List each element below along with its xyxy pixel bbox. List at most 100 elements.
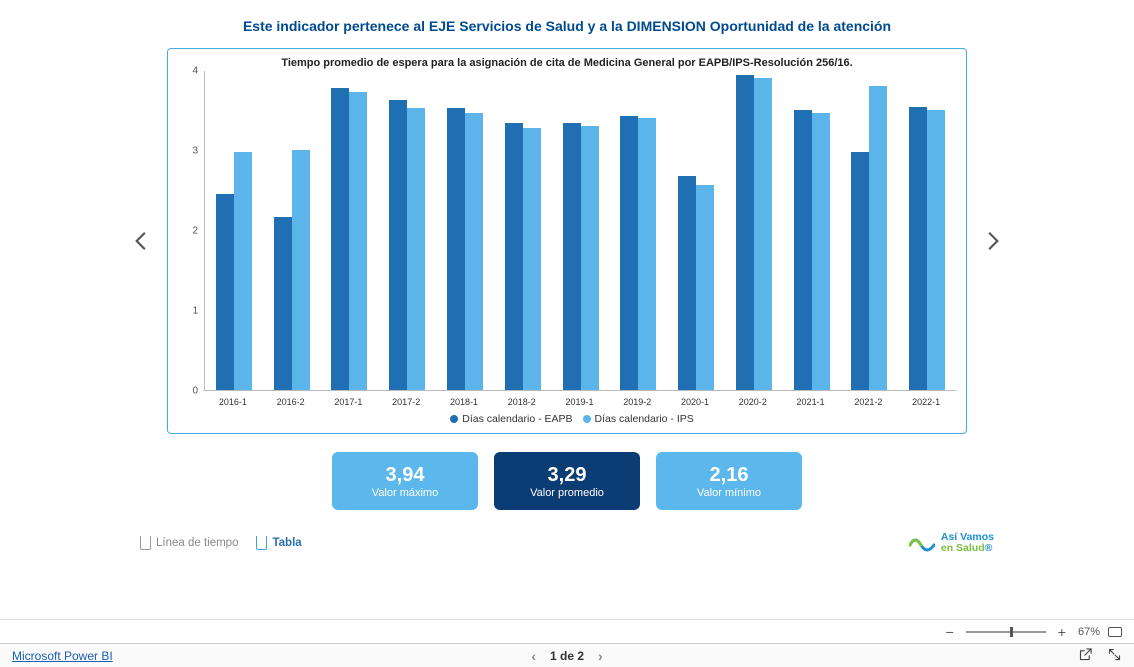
- bar[interactable]: [216, 194, 234, 390]
- x-label: 2021-2: [854, 397, 882, 407]
- legend-dot: [583, 415, 591, 423]
- bar-group: [678, 176, 714, 390]
- prev-arrow[interactable]: [127, 227, 155, 255]
- kpi-min-label: Valor mínimo: [697, 487, 761, 499]
- bookmark-icon: [256, 536, 267, 550]
- x-axis-labels: 2016-1 2016-2 2017-1 2017-2 2018-1 2018-2 2019…: [204, 391, 956, 409]
- bar[interactable]: [754, 78, 772, 390]
- x-label: 2020-1: [681, 397, 709, 407]
- bar[interactable]: [794, 110, 812, 390]
- bar-group: [331, 88, 367, 390]
- y-tick: 0: [192, 386, 198, 397]
- bar[interactable]: [465, 113, 483, 390]
- bar[interactable]: [523, 128, 541, 390]
- kpi-avg-card: 3,29 Valor promedio: [494, 452, 640, 510]
- bar[interactable]: [292, 150, 310, 390]
- bar-group: [447, 108, 483, 390]
- bar-group: [909, 107, 945, 390]
- bar-group: [216, 152, 252, 390]
- bar-group: [851, 86, 887, 390]
- pager-prev[interactable]: ‹: [527, 648, 540, 664]
- plot-area: [204, 71, 956, 391]
- bar[interactable]: [581, 126, 599, 390]
- bar[interactable]: [620, 116, 638, 390]
- kpi-min-value: 2,16: [710, 464, 749, 487]
- tabs-row: Línea de tiempo Tabla Así Vamos en Salud…: [0, 510, 1134, 553]
- bar[interactable]: [927, 110, 945, 390]
- share-icon[interactable]: [1078, 647, 1093, 665]
- tab-timeline-label: Línea de tiempo: [156, 537, 238, 549]
- x-label: 2022-1: [912, 397, 940, 407]
- legend-label: Días calendario - EAPB: [462, 413, 572, 425]
- bar-group: [620, 116, 656, 390]
- bar[interactable]: [678, 176, 696, 390]
- bar-group: [274, 150, 310, 390]
- x-label: 2016-1: [219, 397, 247, 407]
- y-tick: 1: [192, 306, 198, 317]
- chart-title: Tiempo promedio de espera para la asigna…: [178, 55, 956, 71]
- zoom-thumb[interactable]: [1010, 627, 1013, 637]
- chart-row: Tiempo promedio de espera para la asigna…: [0, 48, 1134, 434]
- tab-table[interactable]: Tabla: [256, 536, 301, 550]
- bar[interactable]: [349, 92, 367, 390]
- bar[interactable]: [274, 217, 292, 390]
- bar[interactable]: [505, 123, 523, 390]
- x-label: 2017-2: [392, 397, 420, 407]
- page-navigator: ‹ 1 de 2 ›: [527, 648, 606, 664]
- zoom-out-button[interactable]: −: [942, 624, 958, 640]
- kpi-min-card: 2,16 Valor mínimo: [656, 452, 802, 510]
- chart-container: Tiempo promedio de espera para la asigna…: [167, 48, 967, 434]
- x-label: 2020-2: [739, 397, 767, 407]
- pager-next[interactable]: ›: [594, 648, 607, 664]
- x-label: 2018-2: [508, 397, 536, 407]
- kpi-row: 3,94 Valor máximo 3,29 Valor promedio 2,…: [0, 452, 1134, 510]
- bar[interactable]: [407, 108, 425, 390]
- legend-dot: [450, 415, 458, 423]
- bar[interactable]: [869, 86, 887, 390]
- kpi-max-label: Valor máximo: [372, 487, 438, 499]
- brand-logo-block: Así Vamos en Salud®: [909, 532, 994, 553]
- fit-to-page-icon[interactable]: [1108, 627, 1122, 637]
- y-tick: 3: [192, 146, 198, 157]
- footer-bar: Microsoft Power BI ‹ 1 de 2 ›: [0, 643, 1134, 667]
- zoom-in-button[interactable]: +: [1054, 624, 1070, 640]
- x-label: 2017-1: [334, 397, 362, 407]
- bookmark-icon: [140, 536, 151, 550]
- tab-table-label: Tabla: [272, 537, 301, 549]
- tab-timeline[interactable]: Línea de tiempo: [140, 536, 238, 550]
- fullscreen-icon[interactable]: [1107, 647, 1122, 665]
- y-tick: 2: [192, 226, 198, 237]
- x-label: 2018-1: [450, 397, 478, 407]
- bar[interactable]: [638, 118, 656, 390]
- bar[interactable]: [736, 75, 754, 390]
- x-label: 2016-2: [277, 397, 305, 407]
- bar-group: [389, 100, 425, 390]
- y-axis: 01234: [178, 71, 204, 391]
- pager-label: 1 de 2: [550, 649, 584, 663]
- chart-plot: 01234: [178, 71, 956, 391]
- bar[interactable]: [234, 152, 252, 390]
- zoom-slider[interactable]: [966, 631, 1046, 633]
- bar[interactable]: [909, 107, 927, 390]
- kpi-avg-label: Valor promedio: [530, 487, 604, 499]
- legend-label: Días calendario - IPS: [595, 413, 694, 425]
- bar[interactable]: [447, 108, 465, 390]
- powerbi-link[interactable]: Microsoft Power BI: [12, 649, 113, 663]
- status-bar: − + 67%: [0, 619, 1134, 643]
- bar[interactable]: [389, 100, 407, 390]
- next-arrow[interactable]: [979, 227, 1007, 255]
- kpi-avg-value: 3,29: [548, 464, 587, 487]
- brand-wave-icon: [909, 533, 935, 553]
- x-label: 2021-1: [797, 397, 825, 407]
- x-label: 2019-1: [565, 397, 593, 407]
- bar[interactable]: [851, 152, 869, 390]
- zoom-percent: 67%: [1078, 626, 1100, 638]
- x-label: 2019-2: [623, 397, 651, 407]
- bar[interactable]: [696, 185, 714, 390]
- bar[interactable]: [331, 88, 349, 390]
- bar[interactable]: [563, 123, 581, 390]
- brand-line2: en Salud®: [941, 543, 994, 554]
- page-title: Este indicador pertenece al EJE Servicio…: [0, 0, 1134, 48]
- kpi-max-card: 3,94 Valor máximo: [332, 452, 478, 510]
- bar[interactable]: [812, 113, 830, 390]
